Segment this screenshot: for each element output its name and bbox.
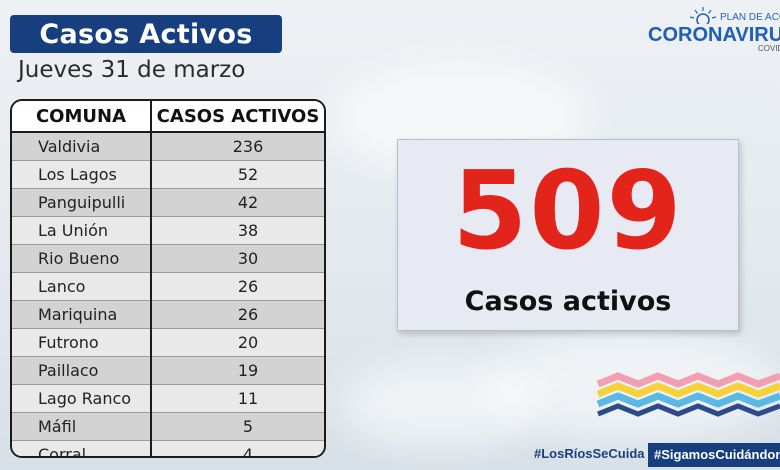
comuna-name: Lago Ranco bbox=[12, 384, 152, 413]
page-title: Casos Activos bbox=[39, 18, 253, 50]
column-header-casos: CASOS ACTIVOS bbox=[151, 101, 324, 133]
table-header-row: COMUNA CASOS ACTIVOS bbox=[12, 101, 324, 133]
total-label: Casos activos bbox=[464, 286, 672, 317]
table-row: Paillaco 19 bbox=[12, 356, 324, 385]
comuna-name: La Unión bbox=[12, 216, 152, 245]
total-active-cases: 509 bbox=[452, 149, 684, 274]
active-cases-value: 4 bbox=[151, 440, 324, 456]
table-row: Mariquina 26 bbox=[12, 300, 324, 329]
report-date: Jueves 31 de marzo bbox=[18, 57, 246, 83]
title-banner: Casos Activos bbox=[10, 15, 282, 53]
active-cases-value: 26 bbox=[151, 272, 324, 301]
active-cases-value: 42 bbox=[151, 188, 324, 217]
active-cases-value: 19 bbox=[151, 356, 324, 385]
total-card: 509 Casos activos bbox=[397, 139, 739, 331]
active-cases-value: 30 bbox=[151, 244, 324, 273]
wave-stripes-icon bbox=[596, 372, 780, 417]
logo-sub-text: COVID bbox=[758, 44, 780, 53]
comuna-name: Lanco bbox=[12, 272, 152, 301]
hashtag-campaign: #SigamosCuidándon bbox=[648, 443, 780, 467]
table-body: Valdivia 236 Los Lagos 52 Panguipulli 42 La Un… bbox=[12, 132, 324, 456]
active-cases-value: 26 bbox=[151, 300, 324, 329]
table-row: Lanco 26 bbox=[12, 272, 324, 301]
active-cases-value: 20 bbox=[151, 328, 324, 357]
table-row: Rio Bueno 30 bbox=[12, 244, 324, 273]
active-cases-value: 38 bbox=[151, 216, 324, 245]
comuna-name: Panguipulli bbox=[12, 188, 152, 217]
sun-emblem-icon bbox=[689, 7, 717, 24]
comuna-name: Máfil bbox=[12, 412, 152, 441]
table-row: Futrono 20 bbox=[12, 328, 324, 357]
comuna-name: Futrono bbox=[12, 328, 152, 357]
table-row: Corral 4 bbox=[12, 440, 324, 456]
comuna-name: Valdivia bbox=[12, 132, 152, 161]
active-cases-value: 5 bbox=[151, 412, 324, 441]
logo-plan-text: PLAN DE ACCI bbox=[720, 12, 780, 23]
hashtag-region: #LosRíosSeCuida bbox=[534, 446, 645, 461]
cases-table: COMUNA CASOS ACTIVOS Valdivia 236 Los Lago… bbox=[10, 99, 326, 458]
table-row: La Unión 38 bbox=[12, 216, 324, 245]
table-row: Valdivia 236 bbox=[12, 132, 324, 161]
active-cases-value: 236 bbox=[151, 132, 324, 161]
table-row: Panguipulli 42 bbox=[12, 188, 324, 217]
table-row: Lago Ranco 11 bbox=[12, 384, 324, 413]
background-cloud bbox=[340, 360, 540, 450]
logo-main-text: CORONAVIRU bbox=[648, 24, 780, 46]
active-cases-value: 52 bbox=[151, 160, 324, 189]
comuna-name: Paillaco bbox=[12, 356, 152, 385]
comuna-name: Corral bbox=[12, 440, 152, 456]
column-header-comuna: COMUNA bbox=[12, 101, 152, 133]
government-logo: PLAN DE ACCI CORONAVIRU COVID bbox=[640, 4, 780, 54]
comuna-name: Los Lagos bbox=[12, 160, 152, 189]
table-row: Los Lagos 52 bbox=[12, 160, 324, 189]
table-row: Máfil 5 bbox=[12, 412, 324, 441]
comuna-name: Rio Bueno bbox=[12, 244, 152, 273]
comuna-name: Mariquina bbox=[12, 300, 152, 329]
active-cases-value: 11 bbox=[151, 384, 324, 413]
